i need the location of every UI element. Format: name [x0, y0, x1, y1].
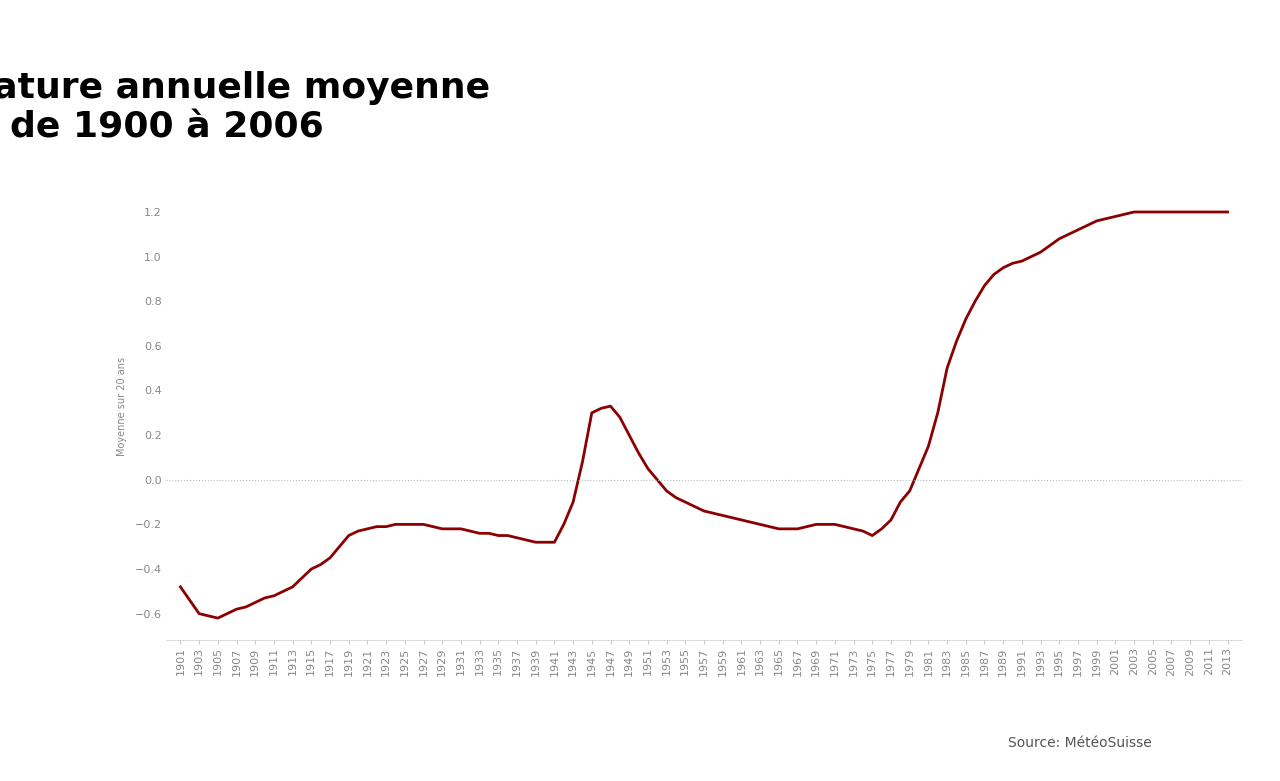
Text: Température annuelle moyenne
de 1900 à 2006: Température annuelle moyenne de 1900 à 2…	[0, 70, 490, 144]
Text: Source: MétéoSuisse: Source: MétéoSuisse	[1009, 736, 1152, 750]
Y-axis label: Moyenne sur 20 ans: Moyenne sur 20 ans	[118, 357, 128, 455]
